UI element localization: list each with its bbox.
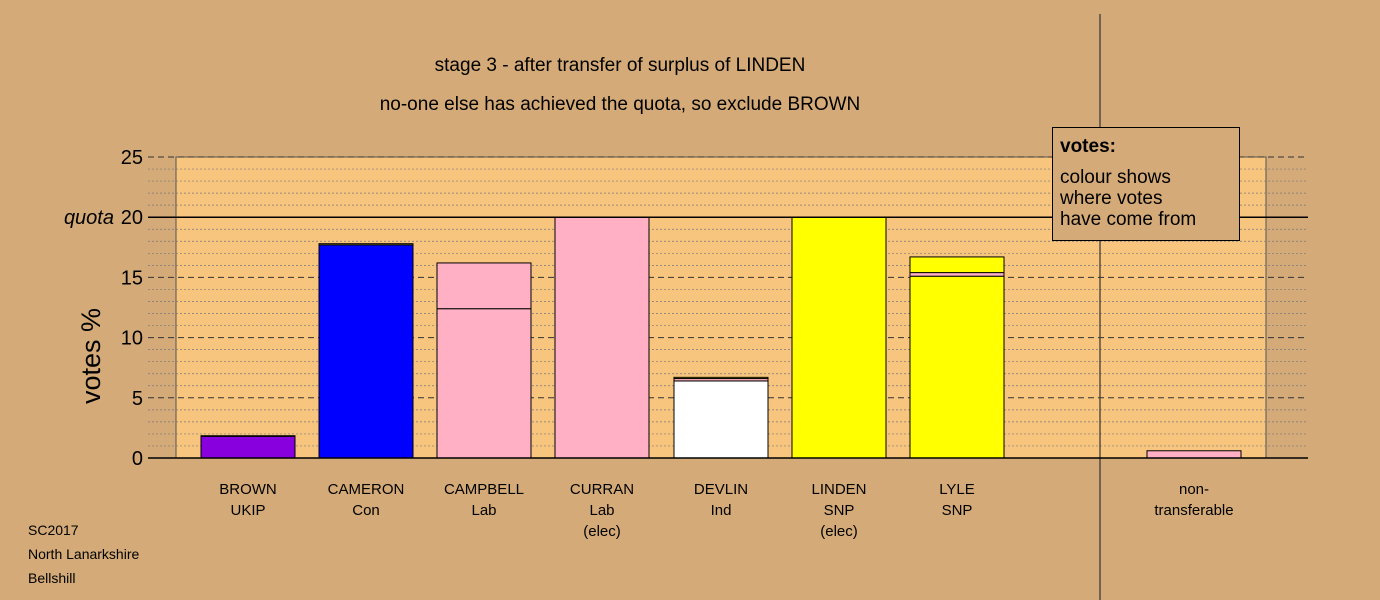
y-tick-label: 0 [132, 448, 143, 470]
x-tick-label: BROWN [219, 481, 277, 498]
bar-segment [1146, 450, 1242, 459]
chart-title: stage 3 - after transfer of surplus of L… [434, 55, 806, 76]
bar-segment [673, 380, 769, 459]
x-tick-label: SNP [942, 502, 973, 519]
legend-line: where votes [1060, 188, 1163, 209]
footer-election: SC2017 [28, 522, 79, 538]
bar-segment [791, 216, 887, 459]
x-tick-label: SNP [824, 502, 855, 519]
x-tick-label: Ind [711, 502, 732, 519]
x-tick-label: CURRAN [570, 481, 634, 498]
y-tick-label: 15 [121, 267, 143, 289]
footer-ward: Bellshill [28, 570, 76, 586]
x-tick-label: Lab [471, 502, 496, 519]
x-tick-label: DEVLIN [694, 481, 748, 498]
footer-council: North Lanarkshire [28, 546, 140, 562]
legend-line: have come from [1060, 209, 1197, 230]
bar-segment [318, 244, 414, 459]
chart-subtitle: no-one else has achieved the quota, so e… [379, 94, 861, 115]
bar-segment [909, 256, 1005, 274]
legend-line: colour shows [1060, 167, 1171, 188]
x-tick-label: Lab [589, 502, 614, 519]
y-tick-label: 25 [121, 147, 143, 169]
x-tick-label: (elec) [820, 523, 858, 540]
bar-segment [909, 275, 1005, 459]
bar-segment [200, 435, 296, 437]
x-tick-label: non- [1179, 481, 1209, 498]
x-tick-label: CAMERON [328, 481, 405, 498]
y-tick-label: 5 [132, 388, 143, 410]
legend-title: votes: [1060, 136, 1116, 157]
x-tick-label: CAMPBELL [444, 481, 524, 498]
bar-segment [673, 376, 769, 380]
x-tick-label: LYLE [939, 481, 975, 498]
y-tick-label: 10 [121, 328, 143, 350]
quota-label: quota [64, 207, 114, 229]
x-tick-label: transferable [1154, 502, 1233, 519]
legend-box: votes: colour shows where votes have com… [1052, 127, 1240, 241]
bar-segment [554, 216, 650, 459]
x-tick-label: LINDEN [811, 481, 866, 498]
y-tick-label: 20 [121, 207, 143, 229]
x-tick-label: (elec) [583, 523, 621, 540]
x-tick-label: Con [352, 502, 380, 519]
x-tick-label: UKIP [230, 502, 265, 519]
bar-segment [200, 435, 296, 459]
bar-segment [436, 308, 532, 459]
bar-segment [436, 262, 532, 310]
bar-segment [318, 243, 414, 246]
y-axis-label: votes % [76, 308, 106, 404]
bar-segment [909, 272, 1005, 277]
